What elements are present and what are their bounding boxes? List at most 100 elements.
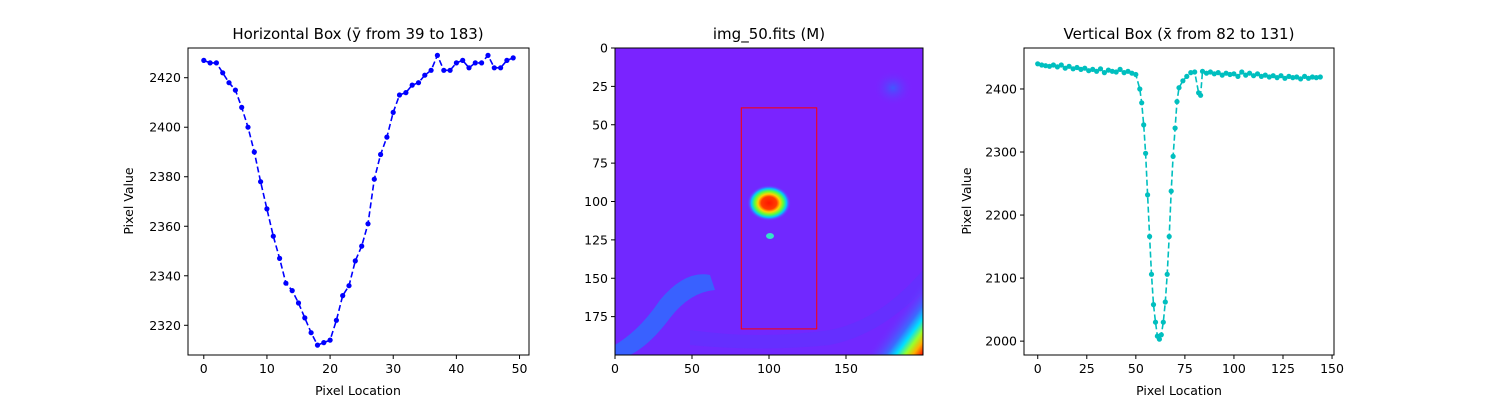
data-point xyxy=(390,109,396,115)
data-point xyxy=(1172,125,1178,131)
data-point xyxy=(453,60,459,66)
panel3-x-ticks: 0 25 50 75 100 125 150 xyxy=(1034,355,1344,376)
data-point xyxy=(378,151,384,158)
data-point xyxy=(1070,66,1076,72)
data-point xyxy=(1184,73,1190,79)
data-point xyxy=(441,67,447,73)
data-point xyxy=(1192,69,1198,75)
y-tick-label: 125 xyxy=(584,232,608,247)
data-point xyxy=(1203,70,1210,76)
data-point xyxy=(403,90,409,96)
data-point xyxy=(232,87,238,93)
image-arc-bottomleft xyxy=(615,274,715,355)
y-tick-label: 2100 xyxy=(985,271,1017,286)
x-tick-label: 0 xyxy=(611,361,619,376)
y-tick-label: 2420 xyxy=(149,70,181,85)
data-point xyxy=(314,342,321,348)
data-point xyxy=(479,60,485,66)
data-point xyxy=(201,57,207,64)
data-point xyxy=(409,82,415,88)
panel1-title: Horizontal Box (ȳ from 39 to 183) xyxy=(232,25,483,43)
vertical-profile-panel: Vertical Box (x̄ from 82 to 131) 0 25 50 75… xyxy=(959,25,1344,398)
data-point xyxy=(213,60,219,66)
fits-image xyxy=(615,48,923,355)
data-point xyxy=(283,280,289,286)
data-point xyxy=(258,179,264,185)
data-point xyxy=(365,221,371,227)
data-point xyxy=(1074,64,1080,71)
panel2-title: img_50.fits (M) xyxy=(713,25,825,44)
data-point xyxy=(428,67,434,73)
data-point xyxy=(1254,71,1261,77)
data-point xyxy=(460,57,466,64)
data-point xyxy=(1141,122,1147,128)
selection-box[interactable] xyxy=(740,107,818,330)
data-point xyxy=(1174,99,1180,105)
data-point xyxy=(1309,74,1315,80)
image-glow-topright xyxy=(873,70,913,106)
data-point xyxy=(1156,336,1162,342)
data-point xyxy=(1158,332,1164,338)
x-tick-label: 150 xyxy=(834,361,858,376)
data-point xyxy=(308,330,314,336)
data-point xyxy=(422,72,428,78)
data-point xyxy=(1302,73,1308,79)
data-point xyxy=(1278,73,1284,79)
y-tick-label: 50 xyxy=(592,117,608,132)
data-point xyxy=(1188,70,1194,76)
data-point xyxy=(1290,75,1296,81)
data-point xyxy=(1150,302,1157,308)
data-point xyxy=(1105,67,1111,73)
data-point xyxy=(1247,70,1253,76)
x-tick-label: 25 xyxy=(1079,361,1095,376)
x-tick-label: 100 xyxy=(757,361,781,376)
data-point xyxy=(1143,150,1149,156)
data-point xyxy=(1294,74,1300,80)
panel1-axes-frame xyxy=(187,47,530,356)
series-line xyxy=(203,53,514,347)
image-arc-bottom xyxy=(690,270,923,349)
data-point xyxy=(466,65,472,71)
data-point xyxy=(239,104,245,110)
data-point xyxy=(1227,71,1233,78)
data-point xyxy=(1147,233,1153,240)
y-tick-label: 2000 xyxy=(985,334,1017,349)
data-point xyxy=(1139,100,1145,106)
data-point xyxy=(226,80,232,86)
data-point xyxy=(1211,71,1217,77)
data-point xyxy=(1243,72,1249,78)
data-point xyxy=(491,65,497,71)
y-tick-label: 175 xyxy=(584,309,608,324)
data-point xyxy=(1235,73,1241,79)
data-point xyxy=(1176,85,1182,91)
data-point xyxy=(384,134,390,140)
y-tick-label: 2320 xyxy=(149,318,181,333)
data-point xyxy=(1282,75,1288,81)
x-tick-label: 75 xyxy=(1177,361,1193,376)
data-point xyxy=(1180,78,1186,84)
data-point xyxy=(1258,73,1264,79)
panel3-xlabel: Pixel Location xyxy=(1136,383,1222,398)
data-point xyxy=(1062,65,1068,71)
data-point xyxy=(264,206,270,212)
panel3-plot xyxy=(1035,61,1323,342)
data-point xyxy=(302,315,308,321)
data-point xyxy=(207,60,213,66)
data-point xyxy=(1050,62,1056,68)
data-point xyxy=(1066,63,1072,69)
panel1-plot xyxy=(201,52,516,348)
y-tick-label: 100 xyxy=(584,194,608,209)
data-point xyxy=(1164,271,1170,277)
data-point xyxy=(295,300,302,306)
x-tick-label: 20 xyxy=(322,361,338,376)
source-bright xyxy=(747,185,791,221)
data-point xyxy=(1251,73,1257,79)
x-tick-label: 125 xyxy=(1271,361,1295,376)
y-tick-label: 2400 xyxy=(149,120,181,135)
data-point xyxy=(359,243,365,249)
data-point xyxy=(289,288,295,294)
panel3-ylabel: Pixel Value xyxy=(959,167,974,235)
data-point xyxy=(1090,66,1096,72)
data-point xyxy=(1129,70,1135,76)
